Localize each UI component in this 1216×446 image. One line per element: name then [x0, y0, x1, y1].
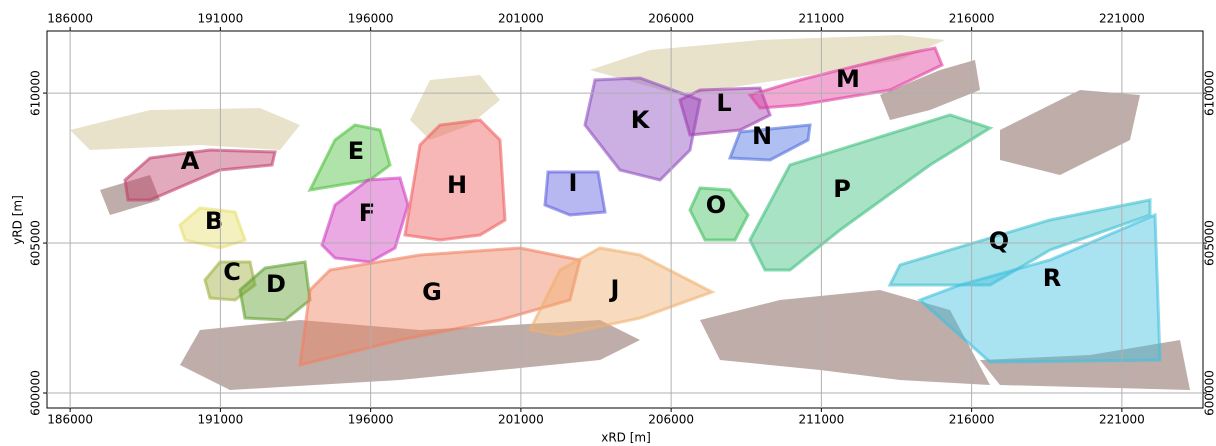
x-tick-label: 201000 [498, 12, 544, 26]
region-label: R [1043, 264, 1061, 292]
y-tick-label: 600000 [1203, 370, 1216, 416]
region-label: K [631, 106, 651, 134]
x-tick-label: 191000 [197, 413, 243, 427]
region-label: E [348, 137, 364, 165]
x-tick-label: 201000 [498, 413, 544, 427]
region-label: Q [989, 227, 1009, 255]
y-axis-label: yRD [m] [11, 195, 25, 245]
y-tick-label: 605000 [1203, 220, 1216, 266]
region-label: M [836, 65, 860, 93]
x-tick-label: 186000 [47, 413, 93, 427]
x-tick-label: 196000 [348, 12, 394, 26]
region-label: I [569, 169, 578, 197]
map: ABCDEFGHIJKLMNOPQR xRD [m] yRD [m] 18600… [0, 0, 1216, 446]
region-label: N [752, 122, 772, 150]
region-label: C [223, 258, 241, 286]
x-tick-label: 206000 [648, 413, 694, 427]
x-tick-label: 196000 [348, 413, 394, 427]
region-label: G [422, 278, 442, 306]
x-tick-label: 216000 [949, 12, 995, 26]
region-label: J [609, 275, 620, 303]
x-tick-label: 221000 [1099, 12, 1145, 26]
region-label: F [359, 199, 375, 227]
region-label: O [706, 191, 726, 219]
x-tick-label: 211000 [798, 413, 844, 427]
x-tick-label: 216000 [949, 413, 995, 427]
y-tick-label: 610000 [29, 70, 43, 116]
x-tick-label: 186000 [47, 12, 93, 26]
y-tick-label: 610000 [1203, 70, 1216, 116]
y-tick-label: 605000 [29, 220, 43, 266]
x-tick-label: 221000 [1099, 413, 1145, 427]
x-tick-label: 191000 [197, 12, 243, 26]
region-label: A [181, 147, 200, 175]
region-label: H [447, 171, 467, 199]
y-tick-label: 600000 [29, 370, 43, 416]
x-tick-label: 211000 [798, 12, 844, 26]
x-tick-label: 206000 [648, 12, 694, 26]
region-label: P [833, 175, 851, 203]
x-axis-label: xRD [m] [601, 431, 651, 445]
region-label: D [266, 270, 286, 298]
